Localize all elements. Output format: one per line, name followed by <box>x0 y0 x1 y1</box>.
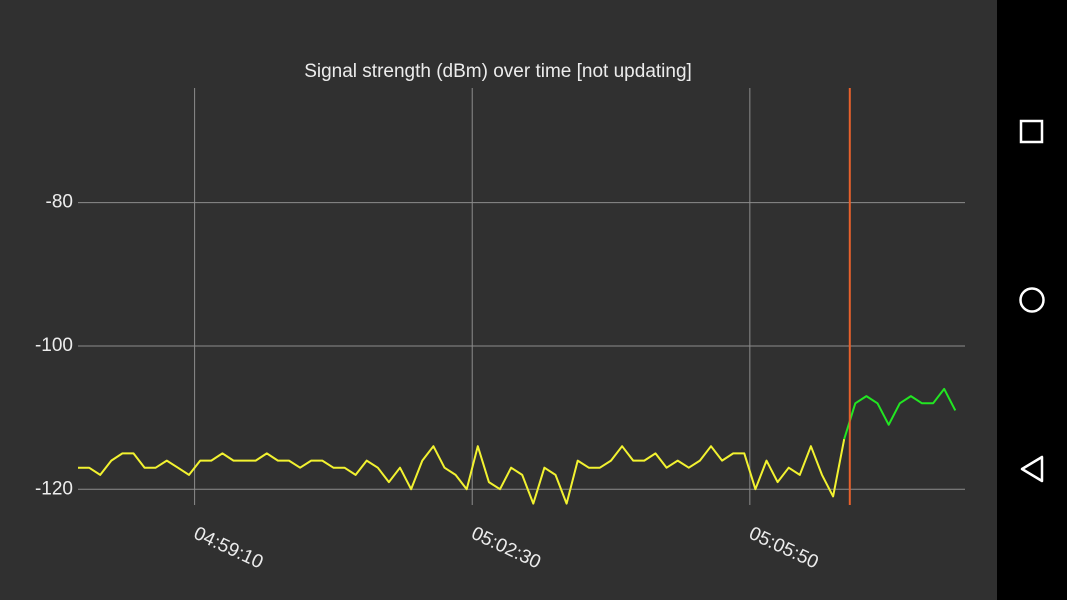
y-tick-label: -80 <box>46 192 73 213</box>
recents-button[interactable] <box>1019 119 1044 144</box>
y-tick-label: -100 <box>35 335 73 356</box>
chart-title: Signal strength (dBm) over time [not upd… <box>304 61 692 82</box>
back-button[interactable] <box>1020 455 1044 483</box>
y-tick-label: -120 <box>35 478 73 499</box>
signal-line <box>78 438 846 505</box>
home-button[interactable] <box>1019 287 1045 313</box>
nav-bar <box>997 0 1067 600</box>
app-background <box>0 0 997 600</box>
signal-line <box>843 387 957 440</box>
